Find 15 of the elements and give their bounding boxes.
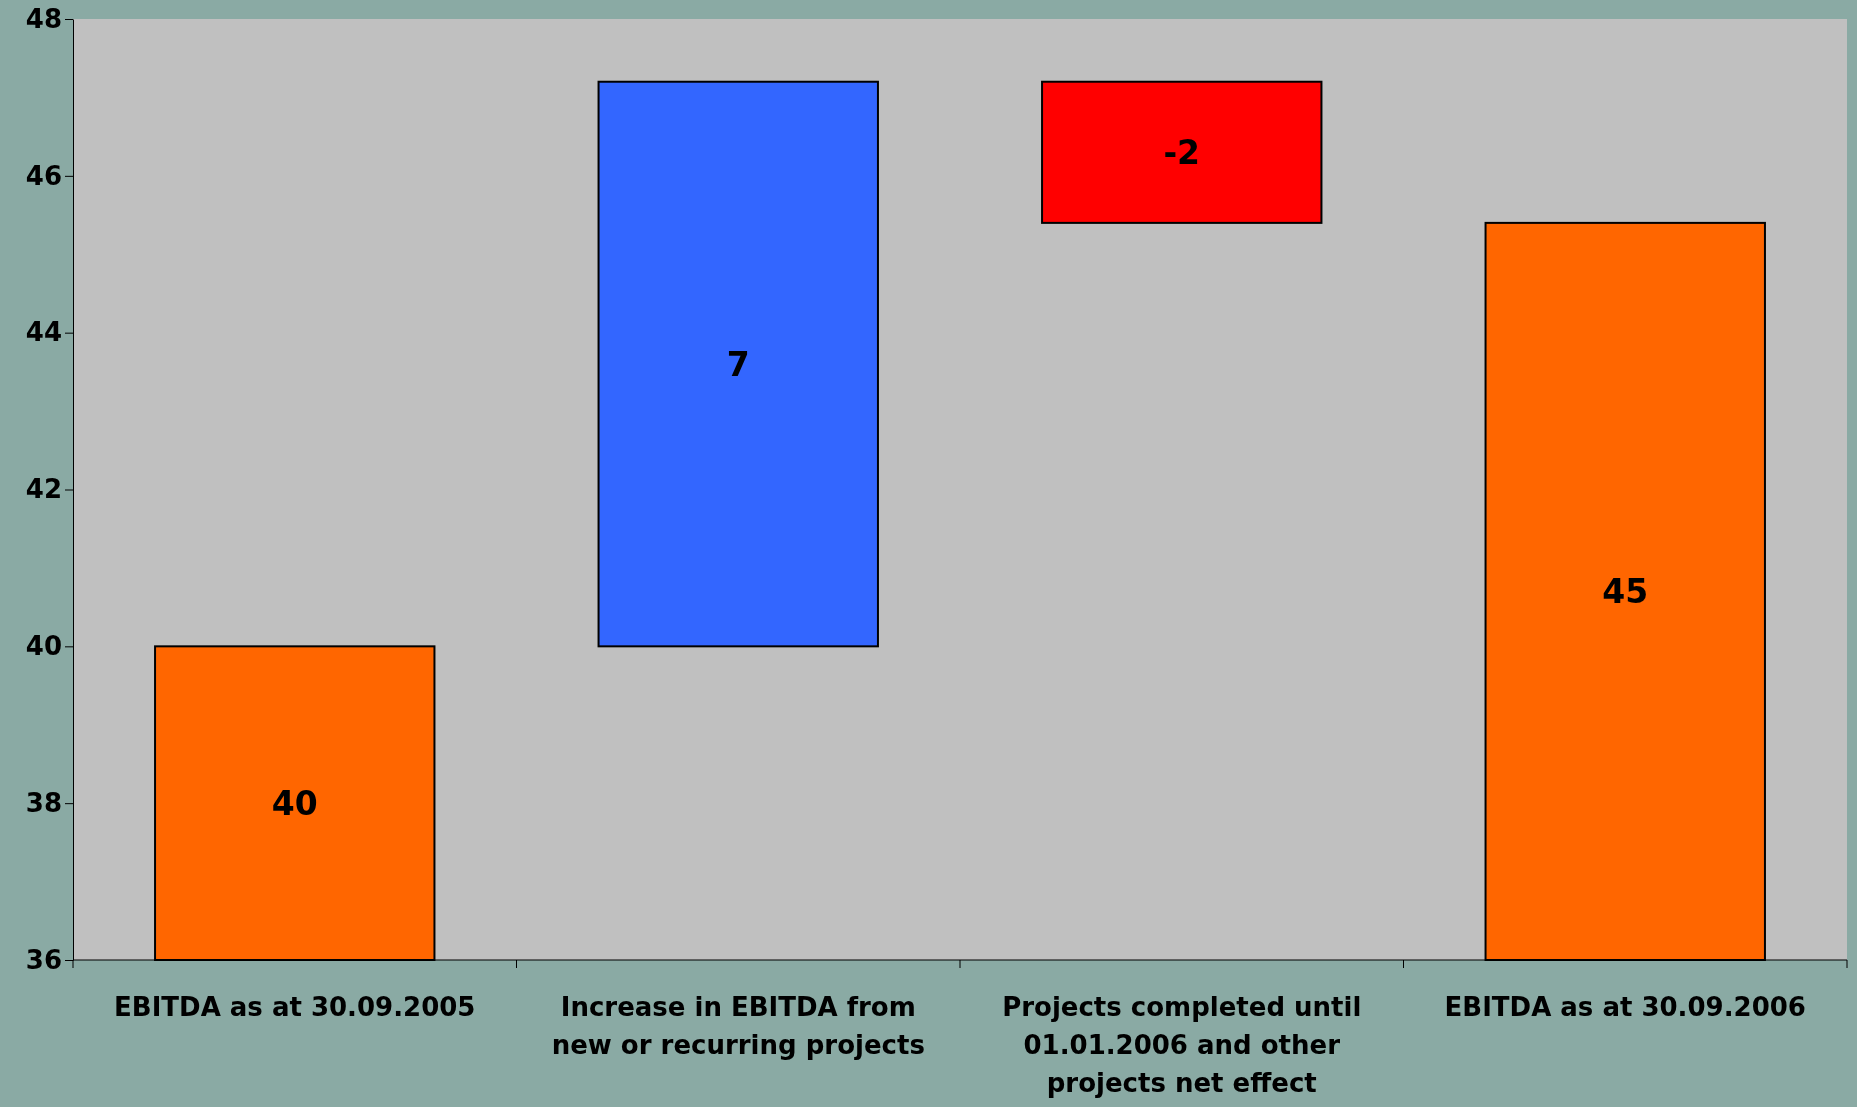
y-tick-label: 38 — [25, 787, 62, 818]
y-tick-label: 42 — [25, 474, 62, 505]
y-tick-label: 36 — [25, 944, 62, 975]
y-tick-label: 40 — [25, 631, 62, 662]
data-label: 40 — [271, 783, 318, 823]
data-label: 45 — [1602, 571, 1649, 611]
data-label: -2 — [1163, 132, 1201, 172]
y-tick-label: 48 — [25, 3, 62, 34]
x-tick-label: EBITDA as at 30.09.2005 — [114, 992, 476, 1022]
y-tick-label: 44 — [25, 317, 62, 348]
data-label: 7 — [726, 344, 750, 384]
y-tick-label: 46 — [25, 160, 62, 191]
x-tick-label: Projects completed until 01.01.2006 and other projects net effect — [1002, 992, 1362, 1098]
x-tick-label: Increase in EBITDA from new or recurring projects — [551, 992, 925, 1060]
x-tick-label: EBITDA as at 30.09.2006 — [1444, 992, 1806, 1022]
